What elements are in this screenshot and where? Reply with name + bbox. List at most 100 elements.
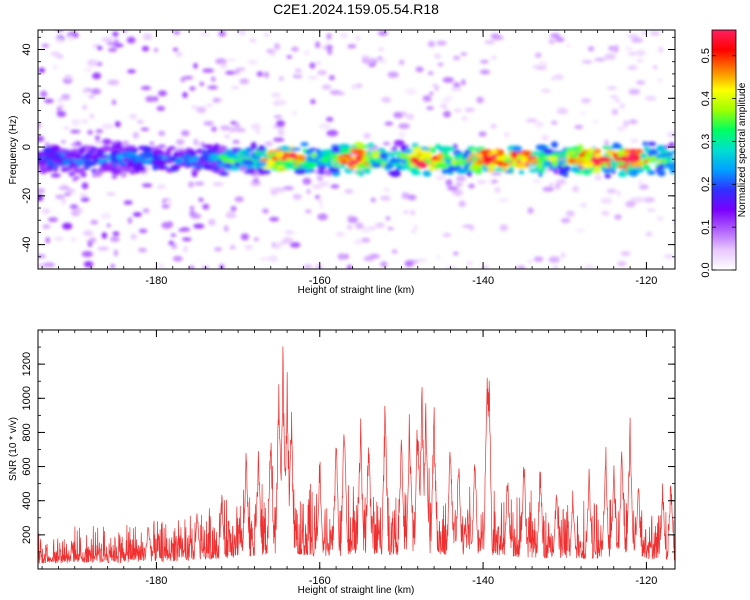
heatmap-cell xyxy=(47,217,59,223)
snr-panel: -180 -160 -140 -120 200 400 600 800 1000 1200 Hei… xyxy=(8,329,676,596)
heatmap-ticks: -180 -160 -140 -120 -40 -20 0 20 40 xyxy=(21,30,675,287)
heatmap-cell xyxy=(385,216,391,221)
heatmap-cell xyxy=(556,107,569,115)
heatmap-cell xyxy=(535,144,548,151)
heatmap-cell xyxy=(213,144,219,152)
heatmap-cell xyxy=(616,190,621,197)
heatmap-cell xyxy=(141,46,150,52)
heatmap-cell xyxy=(552,266,559,269)
heatmap-cell xyxy=(268,255,278,262)
heatmap-cell xyxy=(83,261,94,268)
heatmap-cell xyxy=(218,30,226,37)
heatmap-cell xyxy=(274,160,285,166)
heatmap-cell xyxy=(156,184,167,189)
heatmap-cell xyxy=(137,161,144,166)
heatmap-cell xyxy=(203,121,214,126)
heatmap-cell xyxy=(657,79,663,82)
heatmap-cell xyxy=(656,216,664,221)
heatmap-cell xyxy=(297,154,306,162)
heatmap-cell xyxy=(224,58,237,62)
heatmap-cell xyxy=(527,259,533,264)
heatmap-cell xyxy=(289,242,301,248)
heatmap-cell xyxy=(38,161,46,166)
heatmap-cell xyxy=(68,171,76,177)
heatmap-cell xyxy=(219,167,224,173)
heatmap-cell xyxy=(611,169,616,174)
heatmap-cell xyxy=(369,253,381,259)
heatmap-cell xyxy=(411,167,417,174)
heatmap-hot-spot xyxy=(425,150,432,156)
heatmap-cell xyxy=(398,131,406,138)
heatmap-y-tick-label: -40 xyxy=(21,237,33,253)
heatmap-cell xyxy=(344,189,354,194)
heatmap-cell xyxy=(101,138,112,145)
heatmap-y-tick-label: -20 xyxy=(21,188,33,204)
heatmap-x-tick-label: -140 xyxy=(472,275,494,287)
heatmap-cell xyxy=(183,246,188,253)
heatmap-cell xyxy=(95,135,100,141)
heatmap-cell xyxy=(321,44,328,48)
heatmap-cell xyxy=(253,177,259,184)
snr-y-tick-label: 600 xyxy=(21,457,33,475)
heatmap-cell xyxy=(43,262,56,268)
heatmap-cell xyxy=(219,62,227,66)
heatmap-cell xyxy=(231,154,241,160)
heatmap-cell xyxy=(193,138,199,146)
heatmap-cell xyxy=(52,65,58,70)
heatmap-cell xyxy=(182,92,188,98)
heatmap-cell xyxy=(67,35,74,41)
heatmap-cell xyxy=(45,153,50,159)
colorbar-tick-label: 0.5 xyxy=(700,48,712,63)
heatmap-cell xyxy=(69,236,78,242)
page-title: C2E1.2024.159.05.54.R18 xyxy=(273,1,439,17)
heatmap-cell xyxy=(129,113,137,120)
heatmap-cell xyxy=(625,47,633,51)
heatmap-cell xyxy=(41,43,50,48)
heatmap-cell xyxy=(657,159,662,164)
snr-y-tick-label: 1200 xyxy=(21,352,33,376)
heatmap-hot-spot xyxy=(594,153,601,158)
heatmap-cell xyxy=(139,170,148,175)
heatmap-cell xyxy=(641,31,646,35)
heatmap-cell xyxy=(476,159,488,164)
heatmap-cell xyxy=(337,253,346,261)
heatmap-hot-spot xyxy=(587,147,595,153)
heatmap-cell xyxy=(534,52,542,58)
heatmap-cell xyxy=(379,152,388,159)
heatmap-hot-spot xyxy=(418,150,423,154)
heatmap-cell xyxy=(50,51,60,56)
heatmap-cell xyxy=(114,121,121,128)
heatmap-cell xyxy=(142,146,152,154)
heatmap-cell xyxy=(149,141,155,145)
heatmap-cell xyxy=(351,84,359,89)
heatmap-cell xyxy=(357,163,367,169)
heatmap-cell xyxy=(38,188,45,194)
heatmap-cell xyxy=(570,166,582,172)
heatmap-cell xyxy=(326,129,339,137)
heatmap-cell xyxy=(450,86,462,92)
heatmap-cell xyxy=(666,131,675,138)
heatmap-cell xyxy=(425,154,432,160)
heatmap-cell xyxy=(52,145,60,150)
heatmap-cell xyxy=(665,155,671,160)
heatmap-cell xyxy=(273,187,286,193)
heatmap-cell xyxy=(484,40,496,45)
heatmap-cell xyxy=(62,161,71,166)
heatmap-cell xyxy=(157,159,167,166)
heatmap-hot-spot xyxy=(628,149,638,153)
heatmap-cell xyxy=(60,167,69,172)
heatmap-hot-spot xyxy=(593,148,602,154)
heatmap-cell xyxy=(138,247,147,253)
heatmap-cell xyxy=(199,156,211,162)
heatmap-cell xyxy=(279,76,284,82)
heatmap-cell xyxy=(405,88,417,95)
heatmap-cell xyxy=(202,68,215,73)
heatmap-cell xyxy=(229,245,236,250)
heatmap-cell xyxy=(643,146,651,152)
heatmap-cell xyxy=(132,212,142,217)
heatmap-cell xyxy=(440,150,449,157)
heatmap-cell xyxy=(455,175,466,182)
heatmap-cell xyxy=(101,37,114,43)
heatmap-cell xyxy=(154,48,158,52)
heatmap-cell xyxy=(504,132,510,137)
